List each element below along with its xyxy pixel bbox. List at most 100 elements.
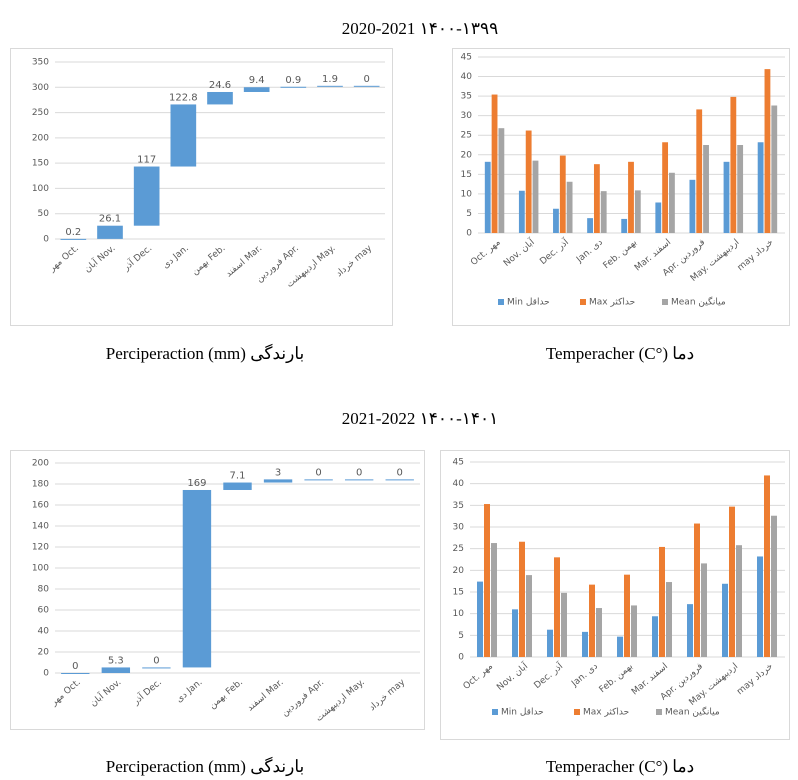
y-tick-label: 20 [461, 150, 473, 160]
data-label: 0 [72, 661, 78, 672]
legend-swatch [580, 299, 586, 305]
chart-caption: Perciperaction (mm) بارندگی [106, 343, 305, 364]
legend-swatch [574, 709, 580, 715]
legend-swatch [498, 299, 504, 305]
bar [344, 479, 374, 481]
heading: 2020-2021 ۱۴۰۰-۱۳۹۹ [342, 19, 499, 38]
bar [484, 504, 490, 657]
y-tick-label: 40 [453, 479, 465, 489]
bar [142, 667, 171, 669]
data-label: 0 [363, 74, 369, 85]
y-tick-label: 150 [32, 159, 49, 169]
bar [723, 161, 730, 233]
bar [764, 475, 770, 657]
chart-frame [10, 48, 393, 326]
y-tick-label: 25 [453, 544, 464, 554]
y-tick-label: 60 [38, 606, 50, 616]
bar [561, 592, 567, 657]
bar [133, 166, 160, 226]
y-tick-label: 5 [466, 209, 472, 219]
y-tick-label: 0 [43, 669, 49, 679]
bar [280, 86, 307, 88]
bar [596, 608, 602, 657]
y-tick-label: 10 [453, 609, 465, 619]
bar [484, 161, 491, 233]
bar [207, 91, 233, 105]
bar [617, 636, 623, 657]
bar [582, 631, 588, 657]
heading: 2021-2022 ۱۴۰۰-۱۴۰۱ [342, 409, 499, 428]
bar [703, 145, 709, 233]
y-tick-label: 45 [453, 458, 464, 468]
bar [554, 557, 560, 657]
bar [652, 616, 658, 657]
bar [771, 515, 777, 657]
data-label: 0.9 [285, 75, 301, 86]
bar [182, 489, 212, 668]
legend-swatch [662, 299, 668, 305]
data-label: 7.1 [230, 471, 246, 482]
legend-label: Max حداکثر [583, 708, 629, 718]
bar [600, 191, 607, 233]
data-label: 169 [187, 478, 206, 489]
bar [243, 87, 270, 92]
bar [61, 673, 90, 674]
bar [525, 130, 532, 233]
bar [491, 543, 497, 657]
bar [621, 218, 628, 233]
y-tick-label: 80 [38, 585, 50, 595]
bar [655, 202, 662, 233]
bar [519, 541, 525, 657]
y-tick-label: 300 [32, 83, 49, 93]
bar [771, 105, 778, 233]
bar [662, 142, 669, 233]
bar [526, 575, 532, 657]
bar [477, 581, 483, 657]
chart-caption: Temperacher (C°) دما [546, 757, 694, 776]
bar [589, 584, 595, 657]
data-label: 0 [153, 655, 159, 666]
data-label: 26.1 [99, 214, 121, 225]
y-tick-label: 200 [32, 459, 49, 469]
bar [666, 582, 672, 657]
y-tick-label: 350 [32, 58, 49, 68]
bar [97, 225, 123, 239]
legend-swatch [656, 709, 662, 715]
data-label: 0 [397, 467, 403, 478]
y-tick-label: 15 [461, 170, 472, 180]
bar [553, 208, 559, 233]
y-tick-label: 160 [32, 501, 49, 511]
bar [757, 142, 764, 233]
bar [624, 574, 630, 657]
legend-label: Min حداقل [501, 708, 544, 718]
data-label: 122.8 [169, 92, 198, 103]
y-tick-label: 10 [461, 189, 473, 199]
y-tick-label: 30 [461, 111, 473, 121]
y-tick-label: 35 [461, 92, 472, 102]
y-tick-label: 5 [458, 631, 464, 641]
chart-caption: Perciperaction (mm) بارندگی [106, 756, 305, 777]
y-tick-label: 180 [32, 480, 49, 490]
data-label: 3 [275, 467, 281, 478]
bar [701, 563, 707, 657]
bar [634, 190, 641, 233]
data-label: 24.6 [209, 80, 231, 91]
bar [694, 523, 700, 657]
y-tick-label: 0 [466, 229, 472, 239]
y-tick-label: 20 [38, 648, 50, 658]
bar [757, 556, 763, 657]
bar [669, 172, 675, 233]
y-tick-label: 40 [38, 627, 50, 637]
y-tick-label: 30 [453, 523, 465, 533]
bar [659, 546, 665, 657]
y-tick-label: 120 [32, 543, 49, 553]
bar [729, 506, 735, 657]
y-tick-label: 0 [458, 653, 464, 663]
data-label: 0.2 [65, 227, 81, 238]
